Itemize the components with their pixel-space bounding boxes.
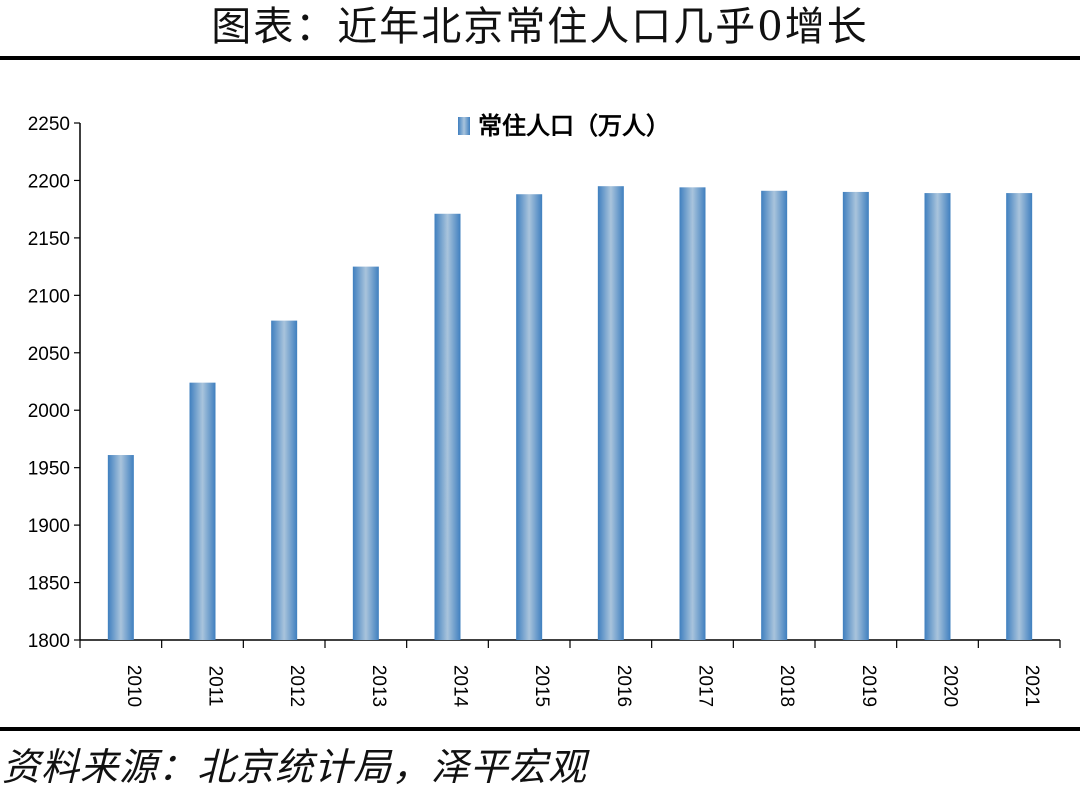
bottom-divider — [0, 727, 1080, 731]
source-note: 资料来源：北京统计局，泽平宏观 — [2, 745, 588, 789]
x-tick-label: 2012 — [286, 665, 307, 707]
y-tick-label: 2050 — [28, 344, 70, 365]
y-tick-label: 2250 — [28, 114, 70, 135]
page-title: 图表：近年北京常住人口几乎0增长 — [211, 4, 869, 50]
y-tick-label: 2000 — [28, 401, 70, 422]
bar-2016 — [597, 186, 624, 640]
y-tick-label: 1900 — [28, 516, 70, 537]
y-tick-label: 2200 — [28, 171, 70, 192]
legend-swatch — [458, 117, 470, 135]
bar-2015 — [516, 194, 543, 640]
y-tick-label: 2100 — [28, 286, 70, 307]
bar-2018 — [761, 190, 788, 640]
y-tick-label: 1850 — [28, 574, 70, 595]
x-tick-label: 2011 — [205, 666, 226, 707]
x-tick-label: 2015 — [531, 665, 552, 707]
y-axis-ticks: 1800 1850 1900 1950 2000 2050 2100 2150 2200 2250 — [28, 114, 80, 652]
bar-2021 — [1006, 193, 1033, 640]
bar-2012 — [271, 320, 298, 640]
x-tick-label: 2010 — [123, 665, 144, 707]
bar-2019 — [842, 191, 869, 640]
x-tick-label: 2014 — [450, 665, 471, 708]
y-tick-label: 1800 — [28, 631, 70, 652]
bar-2014 — [434, 213, 461, 641]
x-tick-label: 2016 — [613, 665, 634, 707]
bar-2013 — [352, 266, 379, 640]
legend-label: 常住人口（万人） — [478, 112, 670, 140]
y-tick-label: 2150 — [28, 229, 70, 250]
x-tick-label: 2018 — [776, 665, 797, 707]
bar-2017 — [679, 187, 706, 640]
x-tick-label: 2013 — [368, 665, 389, 707]
bar-2010 — [107, 455, 134, 640]
x-tick-label: 2019 — [858, 665, 879, 707]
top-divider — [0, 56, 1080, 60]
chart-axes — [79, 123, 1060, 641]
x-tick-label: 2017 — [695, 665, 716, 707]
x-tick-label: 2020 — [940, 665, 961, 707]
bar-2011 — [189, 382, 216, 640]
bar-2020 — [924, 193, 951, 640]
x-axis-ticks: 2010 2011 2012 2013 2014 2015 2016 2017 2018 2019… — [79, 640, 1061, 708]
y-tick-label: 1950 — [28, 459, 70, 480]
x-tick-label: 2021 — [1021, 665, 1042, 707]
bar-chart: 1800 1850 1900 1950 2000 2050 2100 2150 2200 2250… — [28, 112, 1061, 708]
chart-bars — [107, 186, 1033, 641]
chart-legend: 常住人口（万人） — [458, 112, 670, 140]
